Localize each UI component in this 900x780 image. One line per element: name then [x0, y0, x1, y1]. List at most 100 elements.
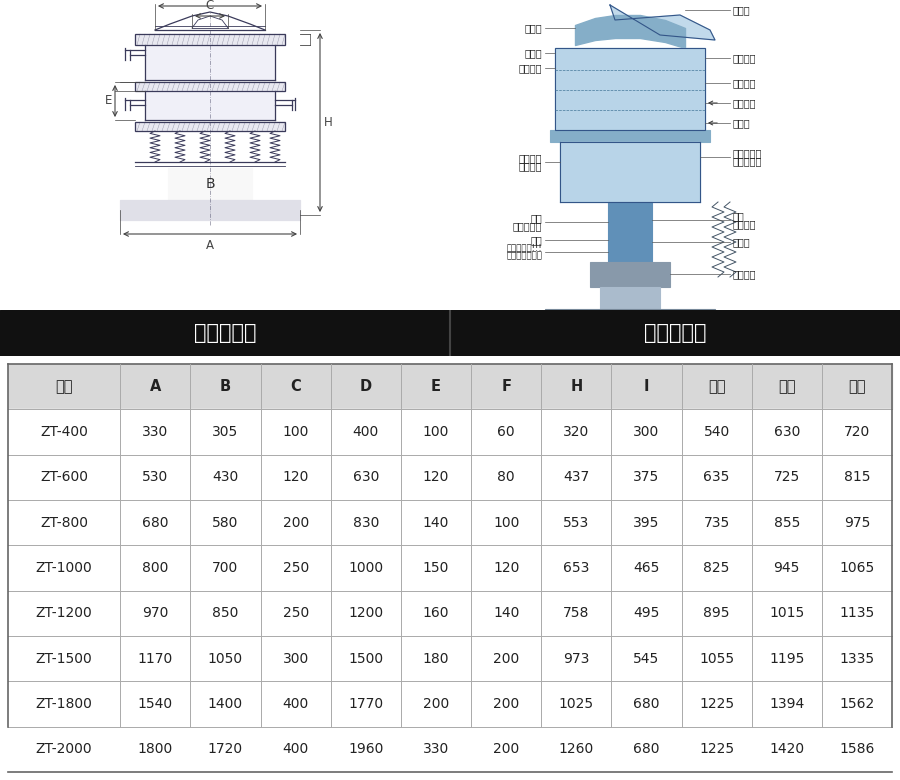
Text: 305: 305 — [212, 425, 238, 439]
Bar — [608, 202, 652, 262]
Text: 825: 825 — [704, 561, 730, 575]
Text: 小尺寸排料: 小尺寸排料 — [513, 221, 542, 231]
Text: 1260: 1260 — [559, 743, 594, 757]
Text: 中部框架: 中部框架 — [518, 161, 542, 171]
Text: 1000: 1000 — [348, 561, 383, 575]
Text: ZT-1200: ZT-1200 — [36, 606, 93, 620]
Text: 140: 140 — [423, 516, 449, 530]
Text: 二层: 二层 — [778, 379, 796, 394]
Text: ZT-600: ZT-600 — [40, 470, 88, 484]
Text: 735: 735 — [704, 516, 730, 530]
Text: 下部重锤: 下部重锤 — [733, 269, 757, 279]
Text: 1335: 1335 — [840, 651, 875, 665]
Text: 100: 100 — [283, 425, 309, 439]
Text: 弹簧: 弹簧 — [530, 235, 542, 245]
Text: 1225: 1225 — [699, 743, 734, 757]
Text: E: E — [104, 94, 112, 108]
Bar — [120, 210, 300, 220]
Bar — [8, 682, 892, 727]
Text: ZT-1000: ZT-1000 — [36, 561, 93, 575]
Text: ZT-400: ZT-400 — [40, 425, 88, 439]
Text: 1500: 1500 — [348, 651, 383, 665]
Text: I: I — [644, 379, 649, 394]
Text: 725: 725 — [774, 470, 800, 484]
Text: H: H — [571, 379, 582, 394]
Text: 上部重锤: 上部重锤 — [733, 219, 757, 229]
Bar — [135, 34, 285, 45]
Bar — [8, 500, 892, 545]
Polygon shape — [610, 5, 715, 40]
Text: 200: 200 — [493, 651, 519, 665]
Text: 973: 973 — [563, 651, 590, 665]
Text: 压紧环: 压紧环 — [525, 48, 542, 58]
Bar — [145, 91, 275, 120]
Text: D: D — [360, 379, 372, 394]
Bar — [8, 455, 892, 500]
Text: 1420: 1420 — [770, 743, 805, 757]
Text: 束环: 束环 — [530, 213, 542, 223]
Text: 一般结构图: 一般结构图 — [644, 323, 706, 343]
Text: 1050: 1050 — [208, 651, 243, 665]
Text: 200: 200 — [283, 516, 309, 530]
Text: H: H — [324, 116, 333, 129]
Text: 970: 970 — [142, 606, 168, 620]
Text: 1960: 1960 — [348, 743, 383, 757]
Text: 430: 430 — [212, 470, 238, 484]
Text: A: A — [206, 239, 214, 252]
Text: 电动机: 电动机 — [733, 237, 751, 247]
Text: 底部框架: 底部框架 — [518, 153, 542, 163]
Text: 540: 540 — [704, 425, 730, 439]
Bar — [168, 168, 252, 200]
Text: 辅助筛网: 辅助筛网 — [733, 53, 757, 63]
Text: 100: 100 — [493, 516, 519, 530]
Text: 545: 545 — [634, 651, 660, 665]
Text: 400: 400 — [353, 425, 379, 439]
Text: 437: 437 — [563, 470, 590, 484]
Text: E: E — [431, 379, 441, 394]
Text: F: F — [501, 379, 511, 394]
Bar — [135, 82, 285, 91]
Text: 锁外重锤板: 锁外重锤板 — [733, 148, 762, 158]
Bar — [545, 309, 715, 324]
Text: 型号: 型号 — [56, 379, 73, 394]
Text: 180: 180 — [423, 651, 449, 665]
Text: 1400: 1400 — [208, 697, 243, 711]
Text: 60: 60 — [498, 425, 515, 439]
Text: 300: 300 — [634, 425, 660, 439]
Text: 橡胶球: 橡胶球 — [733, 118, 751, 128]
Bar — [560, 142, 700, 202]
Text: 外形尺寸图: 外形尺寸图 — [194, 323, 256, 343]
Text: 200: 200 — [493, 743, 519, 757]
Bar — [550, 130, 710, 142]
Text: 758: 758 — [563, 606, 590, 620]
Bar — [8, 590, 892, 636]
Text: 1586: 1586 — [839, 743, 875, 757]
Text: 630: 630 — [353, 470, 379, 484]
Text: C: C — [206, 0, 214, 12]
Text: ZT-2000: ZT-2000 — [36, 743, 93, 757]
Text: 375: 375 — [634, 470, 660, 484]
Text: 1540: 1540 — [138, 697, 173, 711]
Text: 1200: 1200 — [348, 606, 383, 620]
Text: 300: 300 — [283, 651, 309, 665]
Text: 850: 850 — [212, 606, 238, 620]
Text: 120: 120 — [283, 470, 309, 484]
Text: 465: 465 — [634, 561, 660, 575]
Text: 830: 830 — [353, 516, 379, 530]
Text: 553: 553 — [563, 516, 590, 530]
Bar — [135, 34, 285, 45]
Text: 1225: 1225 — [699, 697, 734, 711]
Text: 底座: 底座 — [530, 311, 542, 321]
Text: 三层: 三层 — [848, 379, 866, 394]
Text: 400: 400 — [283, 743, 309, 757]
Text: 1800: 1800 — [138, 743, 173, 757]
Text: 1065: 1065 — [840, 561, 875, 575]
Bar — [135, 122, 285, 131]
Text: 顶部框架: 顶部框架 — [518, 63, 542, 73]
Text: 395: 395 — [634, 516, 660, 530]
Text: 945: 945 — [774, 561, 800, 575]
Text: 200: 200 — [423, 697, 449, 711]
Text: 80: 80 — [498, 470, 515, 484]
Text: 250: 250 — [283, 561, 309, 575]
Text: A: A — [149, 379, 161, 394]
